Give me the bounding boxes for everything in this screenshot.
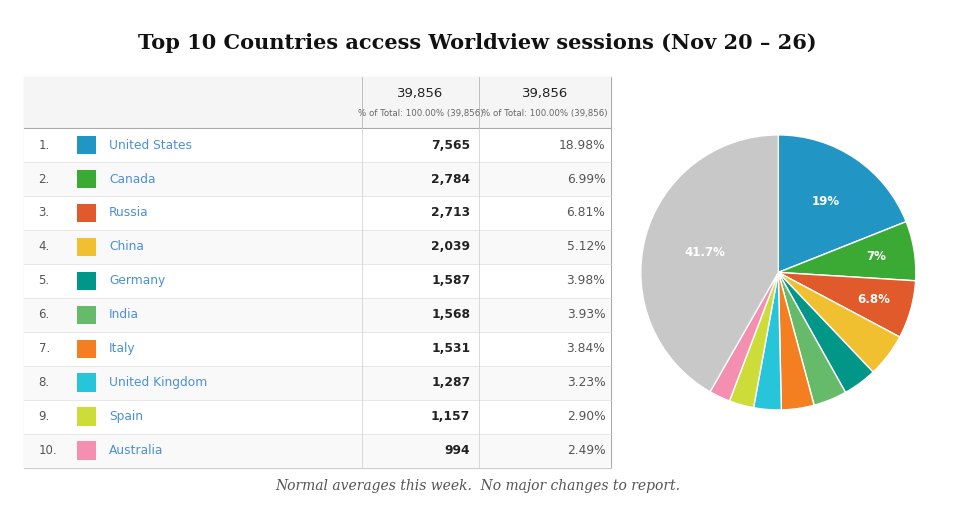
Text: 9.: 9. (38, 410, 50, 424)
Text: 10.: 10. (38, 444, 57, 457)
Text: 3.: 3. (38, 207, 50, 219)
Text: 39,856: 39,856 (522, 87, 568, 100)
Text: 3.98%: 3.98% (566, 274, 605, 287)
Text: 6.: 6. (38, 308, 50, 321)
Text: 19%: 19% (812, 195, 840, 208)
Text: United States: United States (109, 139, 192, 152)
Bar (24, 332, 611, 366)
Text: 2.: 2. (38, 173, 50, 186)
Wedge shape (778, 272, 900, 372)
Text: 2.49%: 2.49% (566, 444, 605, 457)
Text: 2.90%: 2.90% (566, 410, 605, 424)
Bar (76, 374, 96, 392)
Bar (76, 170, 96, 188)
Text: 1,287: 1,287 (431, 376, 470, 389)
Text: 3.93%: 3.93% (566, 308, 605, 321)
Text: 41.7%: 41.7% (685, 247, 726, 260)
Bar (24, 196, 611, 230)
Text: Top 10 Countries access Worldview sessions (Nov 20 – 26): Top 10 Countries access Worldview sessio… (138, 33, 817, 52)
Text: Italy: Italy (109, 342, 136, 355)
Wedge shape (778, 272, 814, 410)
Text: % of Total: 100.00% (39,856): % of Total: 100.00% (39,856) (482, 109, 608, 118)
Wedge shape (730, 272, 778, 408)
Text: 1,531: 1,531 (431, 342, 470, 355)
Bar (76, 136, 96, 154)
Text: Spain: Spain (109, 410, 143, 424)
Bar (24, 77, 611, 128)
Bar (76, 237, 96, 256)
Bar (24, 298, 611, 332)
Text: 3.84%: 3.84% (566, 342, 605, 355)
Text: Germany: Germany (109, 274, 165, 287)
Text: Australia: Australia (109, 444, 163, 457)
Wedge shape (778, 272, 845, 405)
Wedge shape (778, 272, 873, 392)
Bar (76, 340, 96, 358)
Text: 1,587: 1,587 (431, 274, 470, 287)
Text: 7%: 7% (866, 250, 886, 263)
Text: Normal averages this week.  No major changes to report.: Normal averages this week. No major chan… (275, 479, 680, 493)
Text: 6.8%: 6.8% (858, 293, 890, 306)
Bar (24, 230, 611, 264)
Bar (76, 204, 96, 223)
Text: 3.23%: 3.23% (566, 376, 605, 389)
Text: Canada: Canada (109, 173, 156, 186)
Text: Russia: Russia (109, 207, 149, 219)
Bar (24, 434, 611, 468)
Text: 2,039: 2,039 (432, 241, 470, 253)
Wedge shape (641, 135, 778, 392)
Wedge shape (778, 272, 916, 337)
Wedge shape (710, 272, 778, 401)
Text: 39,856: 39,856 (397, 87, 443, 100)
Text: 8.: 8. (38, 376, 50, 389)
Text: 4.: 4. (38, 241, 50, 253)
Bar (24, 162, 611, 196)
Bar (76, 305, 96, 324)
Bar (76, 442, 96, 460)
Bar (76, 408, 96, 426)
Wedge shape (778, 222, 916, 281)
Bar (24, 366, 611, 400)
Text: India: India (109, 308, 139, 321)
Text: 18.98%: 18.98% (559, 139, 605, 152)
Text: 6.99%: 6.99% (566, 173, 605, 186)
Text: 2,784: 2,784 (432, 173, 470, 186)
Text: 5.: 5. (38, 274, 50, 287)
Text: 1.: 1. (38, 139, 50, 152)
Bar (76, 271, 96, 290)
Text: 6.81%: 6.81% (566, 207, 605, 219)
Text: 994: 994 (445, 444, 470, 457)
Text: United Kingdom: United Kingdom (109, 376, 207, 389)
Wedge shape (753, 272, 781, 410)
Text: 5.12%: 5.12% (566, 241, 605, 253)
Bar (24, 264, 611, 298)
Wedge shape (778, 135, 906, 272)
Text: China: China (109, 241, 144, 253)
Text: 7,565: 7,565 (431, 139, 470, 152)
Text: 1,568: 1,568 (432, 308, 470, 321)
Text: 7.: 7. (38, 342, 50, 355)
Text: 2,713: 2,713 (431, 207, 470, 219)
Bar (24, 128, 611, 162)
Bar (24, 400, 611, 434)
Text: 1,157: 1,157 (431, 410, 470, 424)
Text: % of Total: 100.00% (39,856): % of Total: 100.00% (39,856) (357, 109, 483, 118)
